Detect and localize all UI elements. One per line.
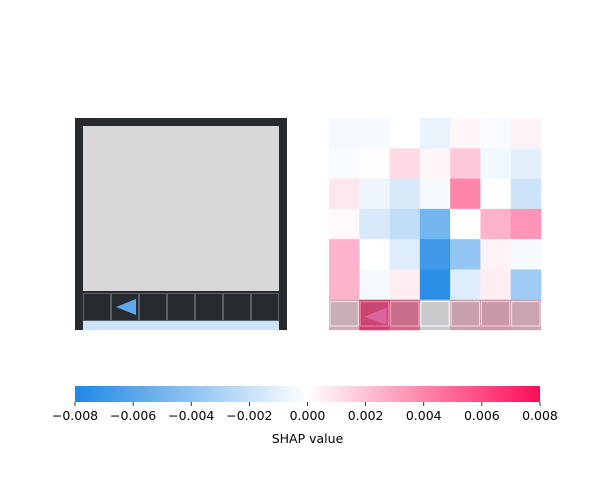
overlay-row	[329, 299, 541, 330]
observation-cell	[223, 293, 251, 321]
overlay-cell	[390, 301, 420, 327]
shap-cell	[510, 208, 542, 240]
shap-cell	[359, 208, 390, 240]
shap-cell	[419, 178, 451, 210]
observation-cell	[83, 293, 111, 321]
shap-cell	[329, 118, 360, 149]
colorbar-tick-label: 0.008	[522, 408, 558, 423]
shap-cell	[480, 118, 512, 149]
shap-cell	[510, 118, 542, 149]
shap-cell	[419, 208, 451, 240]
colorbar-tick-label: −0.004	[168, 408, 214, 423]
colorbar-tick-label: 0.002	[348, 408, 384, 423]
shap-cell	[359, 239, 390, 270]
shap-cell	[450, 148, 481, 179]
shap-cell	[480, 239, 512, 270]
shap-cell	[389, 208, 421, 240]
overlay-cell	[480, 301, 511, 327]
overlay-cell	[359, 301, 390, 327]
colorbar-gradient	[75, 386, 540, 402]
shap-cell	[510, 269, 542, 301]
shap-cell	[359, 269, 390, 301]
colorbar-tick-label: −0.002	[226, 408, 272, 423]
colorbar-label: SHAP value	[272, 431, 344, 446]
overlay-cell	[329, 301, 359, 327]
shap-cell	[510, 299, 542, 331]
colorbar: −0.008 −0.006 −0.004 −0.002 0.000 0.002 0.004 0…	[52, 386, 558, 446]
shap-cell	[450, 208, 481, 240]
observation-image-panel	[75, 118, 287, 330]
shap-cell	[480, 148, 512, 179]
observation-cell	[139, 293, 167, 321]
shap-cell	[359, 118, 390, 149]
shap-cell	[359, 299, 390, 331]
observation-highlight-strip	[83, 321, 279, 330]
shap-cell	[480, 178, 512, 210]
shap-cell	[389, 148, 421, 179]
shap-cell	[329, 148, 360, 179]
overlay-cell	[511, 301, 541, 327]
shap-cell	[329, 239, 360, 270]
overlay-cell	[450, 301, 480, 327]
shap-cell	[419, 299, 451, 331]
colorbar-tick-label: 0.000	[290, 408, 326, 423]
colorbar-tick-label: 0.006	[464, 408, 500, 423]
shap-heatmap-panel	[329, 118, 542, 331]
colorbar-tick-label: −0.008	[52, 408, 98, 423]
colorbar-tick-label: −0.006	[110, 408, 156, 423]
shap-cell	[480, 208, 512, 240]
shap-cell	[329, 299, 360, 331]
shap-cell	[419, 239, 451, 270]
shap-cell	[450, 269, 481, 301]
shap-cell	[510, 178, 542, 210]
shap-cell	[419, 118, 451, 149]
shap-cell	[389, 269, 421, 301]
shap-cell	[329, 269, 360, 301]
shap-cell	[480, 269, 512, 301]
agent-arrow-icon	[116, 299, 136, 315]
observation-cell	[167, 293, 195, 321]
shap-cell	[450, 299, 481, 331]
shap-cell	[389, 178, 421, 210]
shap-cell	[419, 269, 451, 301]
shap-cell	[389, 299, 421, 331]
shap-cell	[389, 118, 421, 149]
shap-cell	[510, 148, 542, 179]
observation-cell	[251, 293, 279, 321]
shap-cell	[480, 299, 512, 331]
colorbar-tick-label: 0.004	[406, 408, 442, 423]
shap-cell	[450, 178, 481, 210]
shap-cell	[359, 178, 390, 210]
shap-cell	[510, 239, 542, 270]
shap-cell	[389, 239, 421, 270]
overlay-cell	[420, 301, 450, 327]
shap-cell	[450, 118, 481, 149]
observation-board	[83, 126, 279, 291]
observation-cell	[195, 293, 223, 321]
overlay-agent-arrow-icon	[364, 307, 387, 325]
shap-cell	[419, 148, 451, 179]
colorbar-ticks: −0.008 −0.006 −0.004 −0.002 0.000 0.002 0.004 0…	[52, 402, 558, 423]
shap-cell	[329, 208, 360, 240]
shap-cell	[359, 148, 390, 179]
shap-cell	[329, 178, 360, 210]
shap-cell	[450, 239, 481, 270]
observation-overlay	[329, 299, 541, 330]
